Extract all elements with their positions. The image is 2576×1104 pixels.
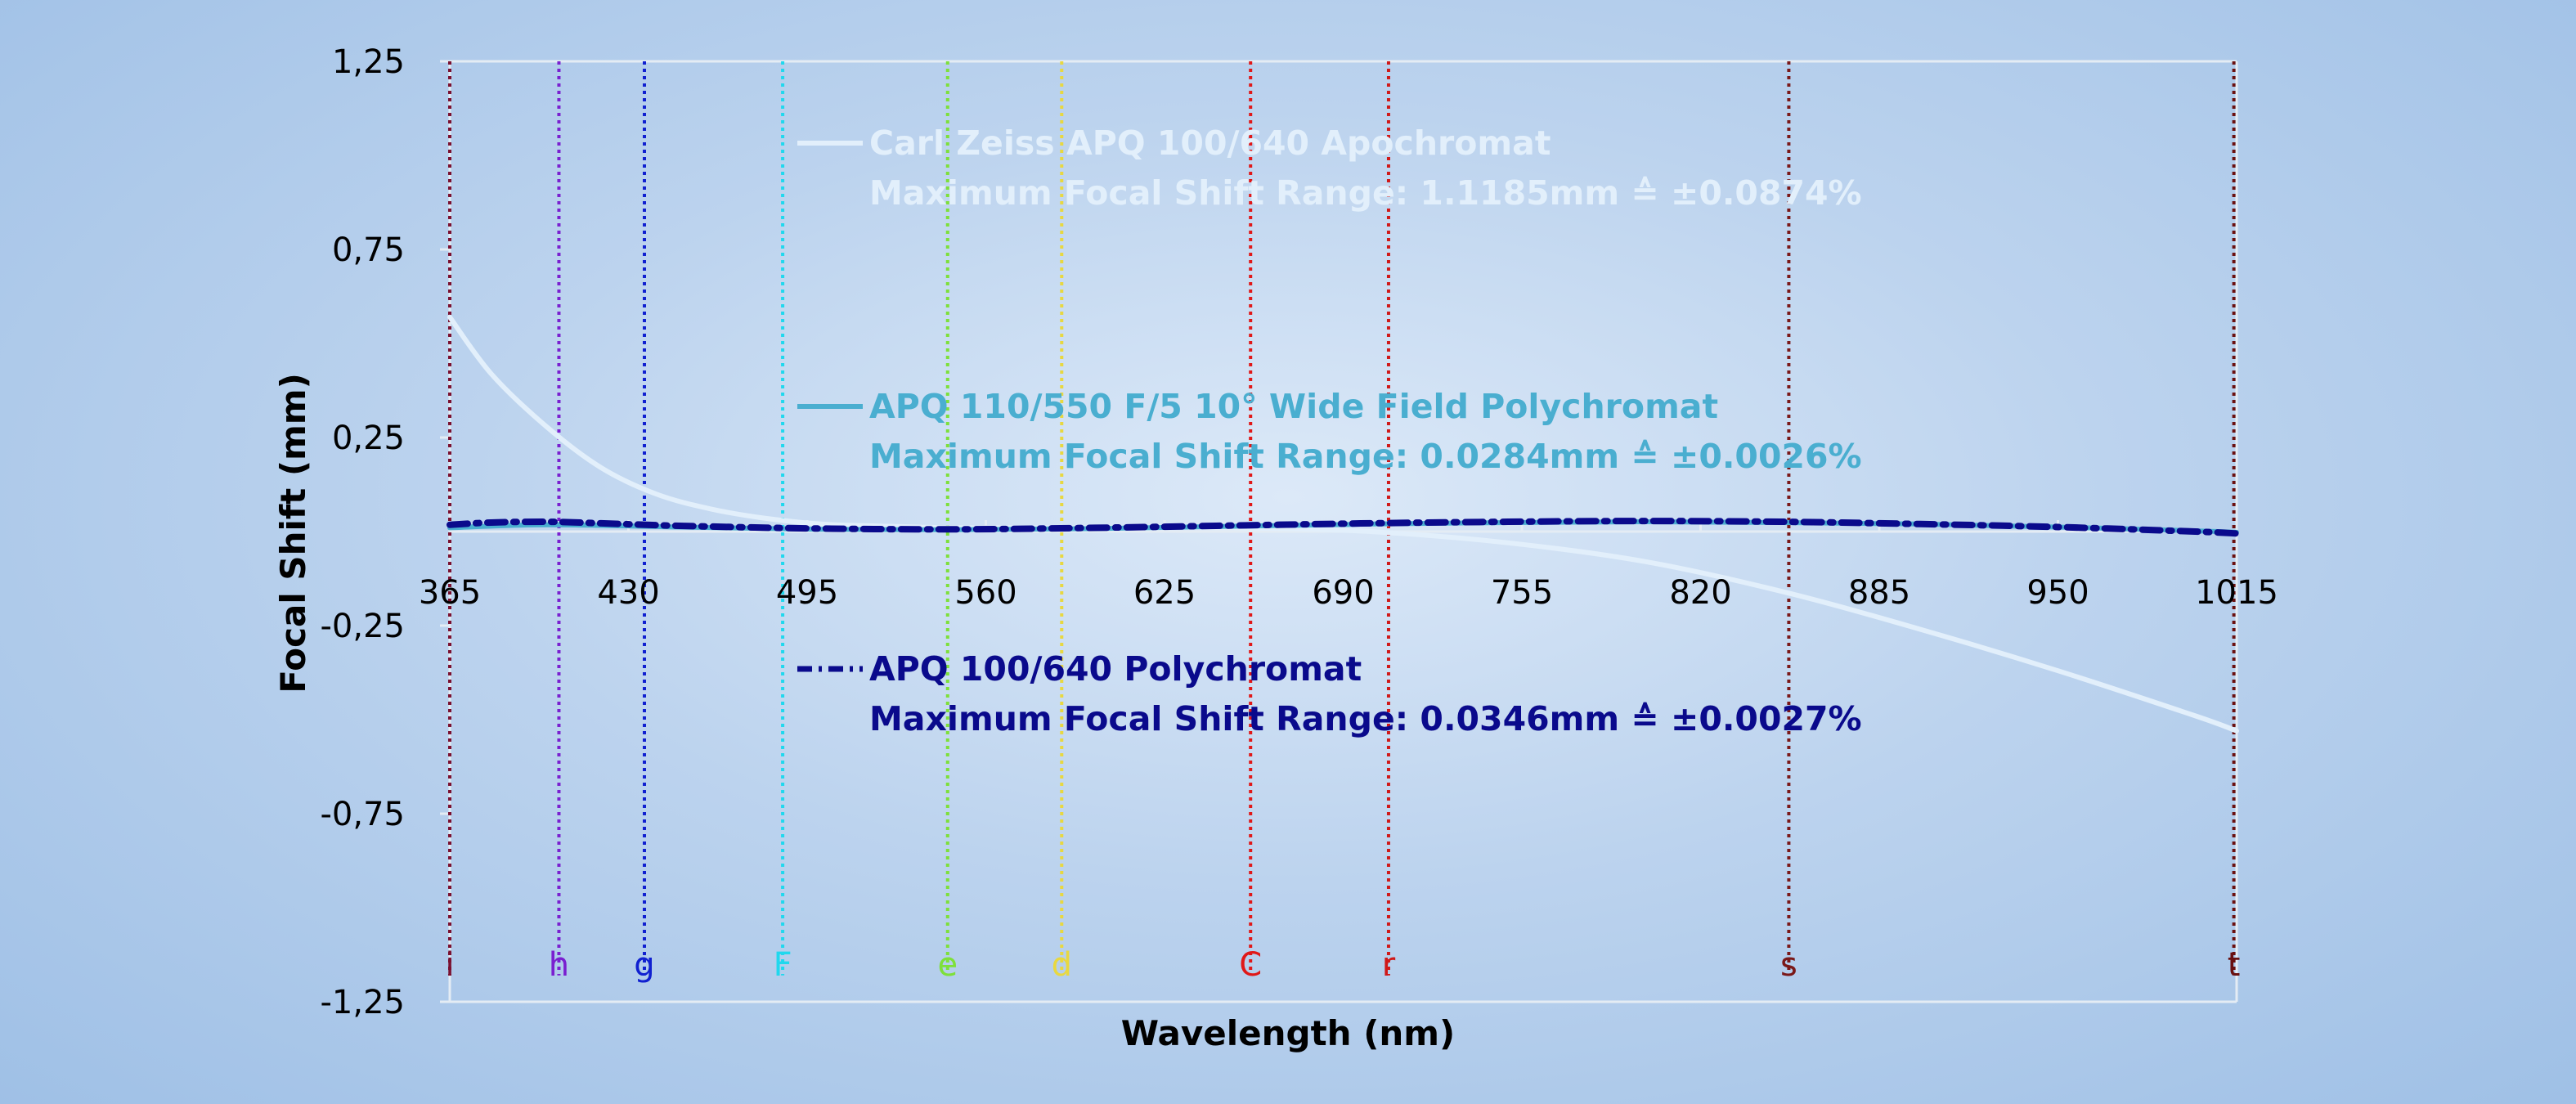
x-axis-title: Wavelength (nm) <box>1121 1013 1456 1053</box>
legend: Carl Zeiss APQ 100/640 Apochromat Maximum… <box>797 123 1862 738</box>
y-tick-label: 0,75 <box>332 231 405 269</box>
legend-series-name: APQ 110/550 F/5 10° Wide Field Polychrom… <box>869 387 1718 426</box>
fraunhofer-letter: d <box>1052 946 1072 984</box>
legend-series-name: Carl Zeiss APQ 100/640 Apochromat <box>869 123 1551 163</box>
x-tick-label: 950 <box>2026 574 2089 612</box>
fraunhofer-letter: C <box>1239 946 1262 984</box>
x-tick-label: 560 <box>954 574 1016 612</box>
x-tick-label: 365 <box>419 574 481 612</box>
series-lines <box>447 314 2240 734</box>
x-tick-label: 495 <box>776 574 838 612</box>
x-tick-label: 755 <box>1491 574 1553 612</box>
y-tick-label: -0,25 <box>321 608 406 645</box>
y-axis-title: Focal Shift (mm) <box>273 373 313 693</box>
legend-series-note: Maximum Focal Shift Range: 0.0346mm ≙ ±0… <box>869 699 1862 738</box>
y-tick-label: -0,75 <box>321 796 406 833</box>
x-tick-label: 1015 <box>2195 574 2278 612</box>
fraunhofer-letter: r <box>1382 946 1396 984</box>
series-apq100-polychromat-line <box>447 518 2240 537</box>
x-tick-label: 820 <box>1669 574 1731 612</box>
fraunhofer-letter: t <box>2228 946 2241 984</box>
tick-labels: 1,25 0,75 0,25 -0,25 -0,75 -1,25 365 430 495 560 6… <box>321 43 2278 1021</box>
legend-series-note: Maximum Focal Shift Range: 0.0284mm ≙ ±0… <box>869 437 1862 476</box>
fraunhofer-letter: F <box>774 946 792 984</box>
x-tick-label: 690 <box>1312 574 1374 612</box>
x-tick-label: 430 <box>597 574 659 612</box>
x-tick-label: 885 <box>1848 574 1910 612</box>
fraunhofer-letter: i <box>445 946 454 984</box>
fraunhofer-letter: g <box>634 946 654 984</box>
y-tick-label: -1,25 <box>321 984 406 1021</box>
x-tick-label: 625 <box>1133 574 1196 612</box>
legend-series-name: APQ 100/640 Polychromat <box>869 649 1362 689</box>
fraunhofer-letter: h <box>549 946 569 984</box>
fraunhofer-letter: e <box>937 946 958 984</box>
legend-series-note: Maximum Focal Shift Range: 1.1185mm ≙ ±0… <box>869 173 1862 213</box>
y-tick-label: 1,25 <box>332 43 405 81</box>
y-tick-label: 0,25 <box>332 420 405 457</box>
fraunhofer-letter: s <box>1780 946 1797 984</box>
